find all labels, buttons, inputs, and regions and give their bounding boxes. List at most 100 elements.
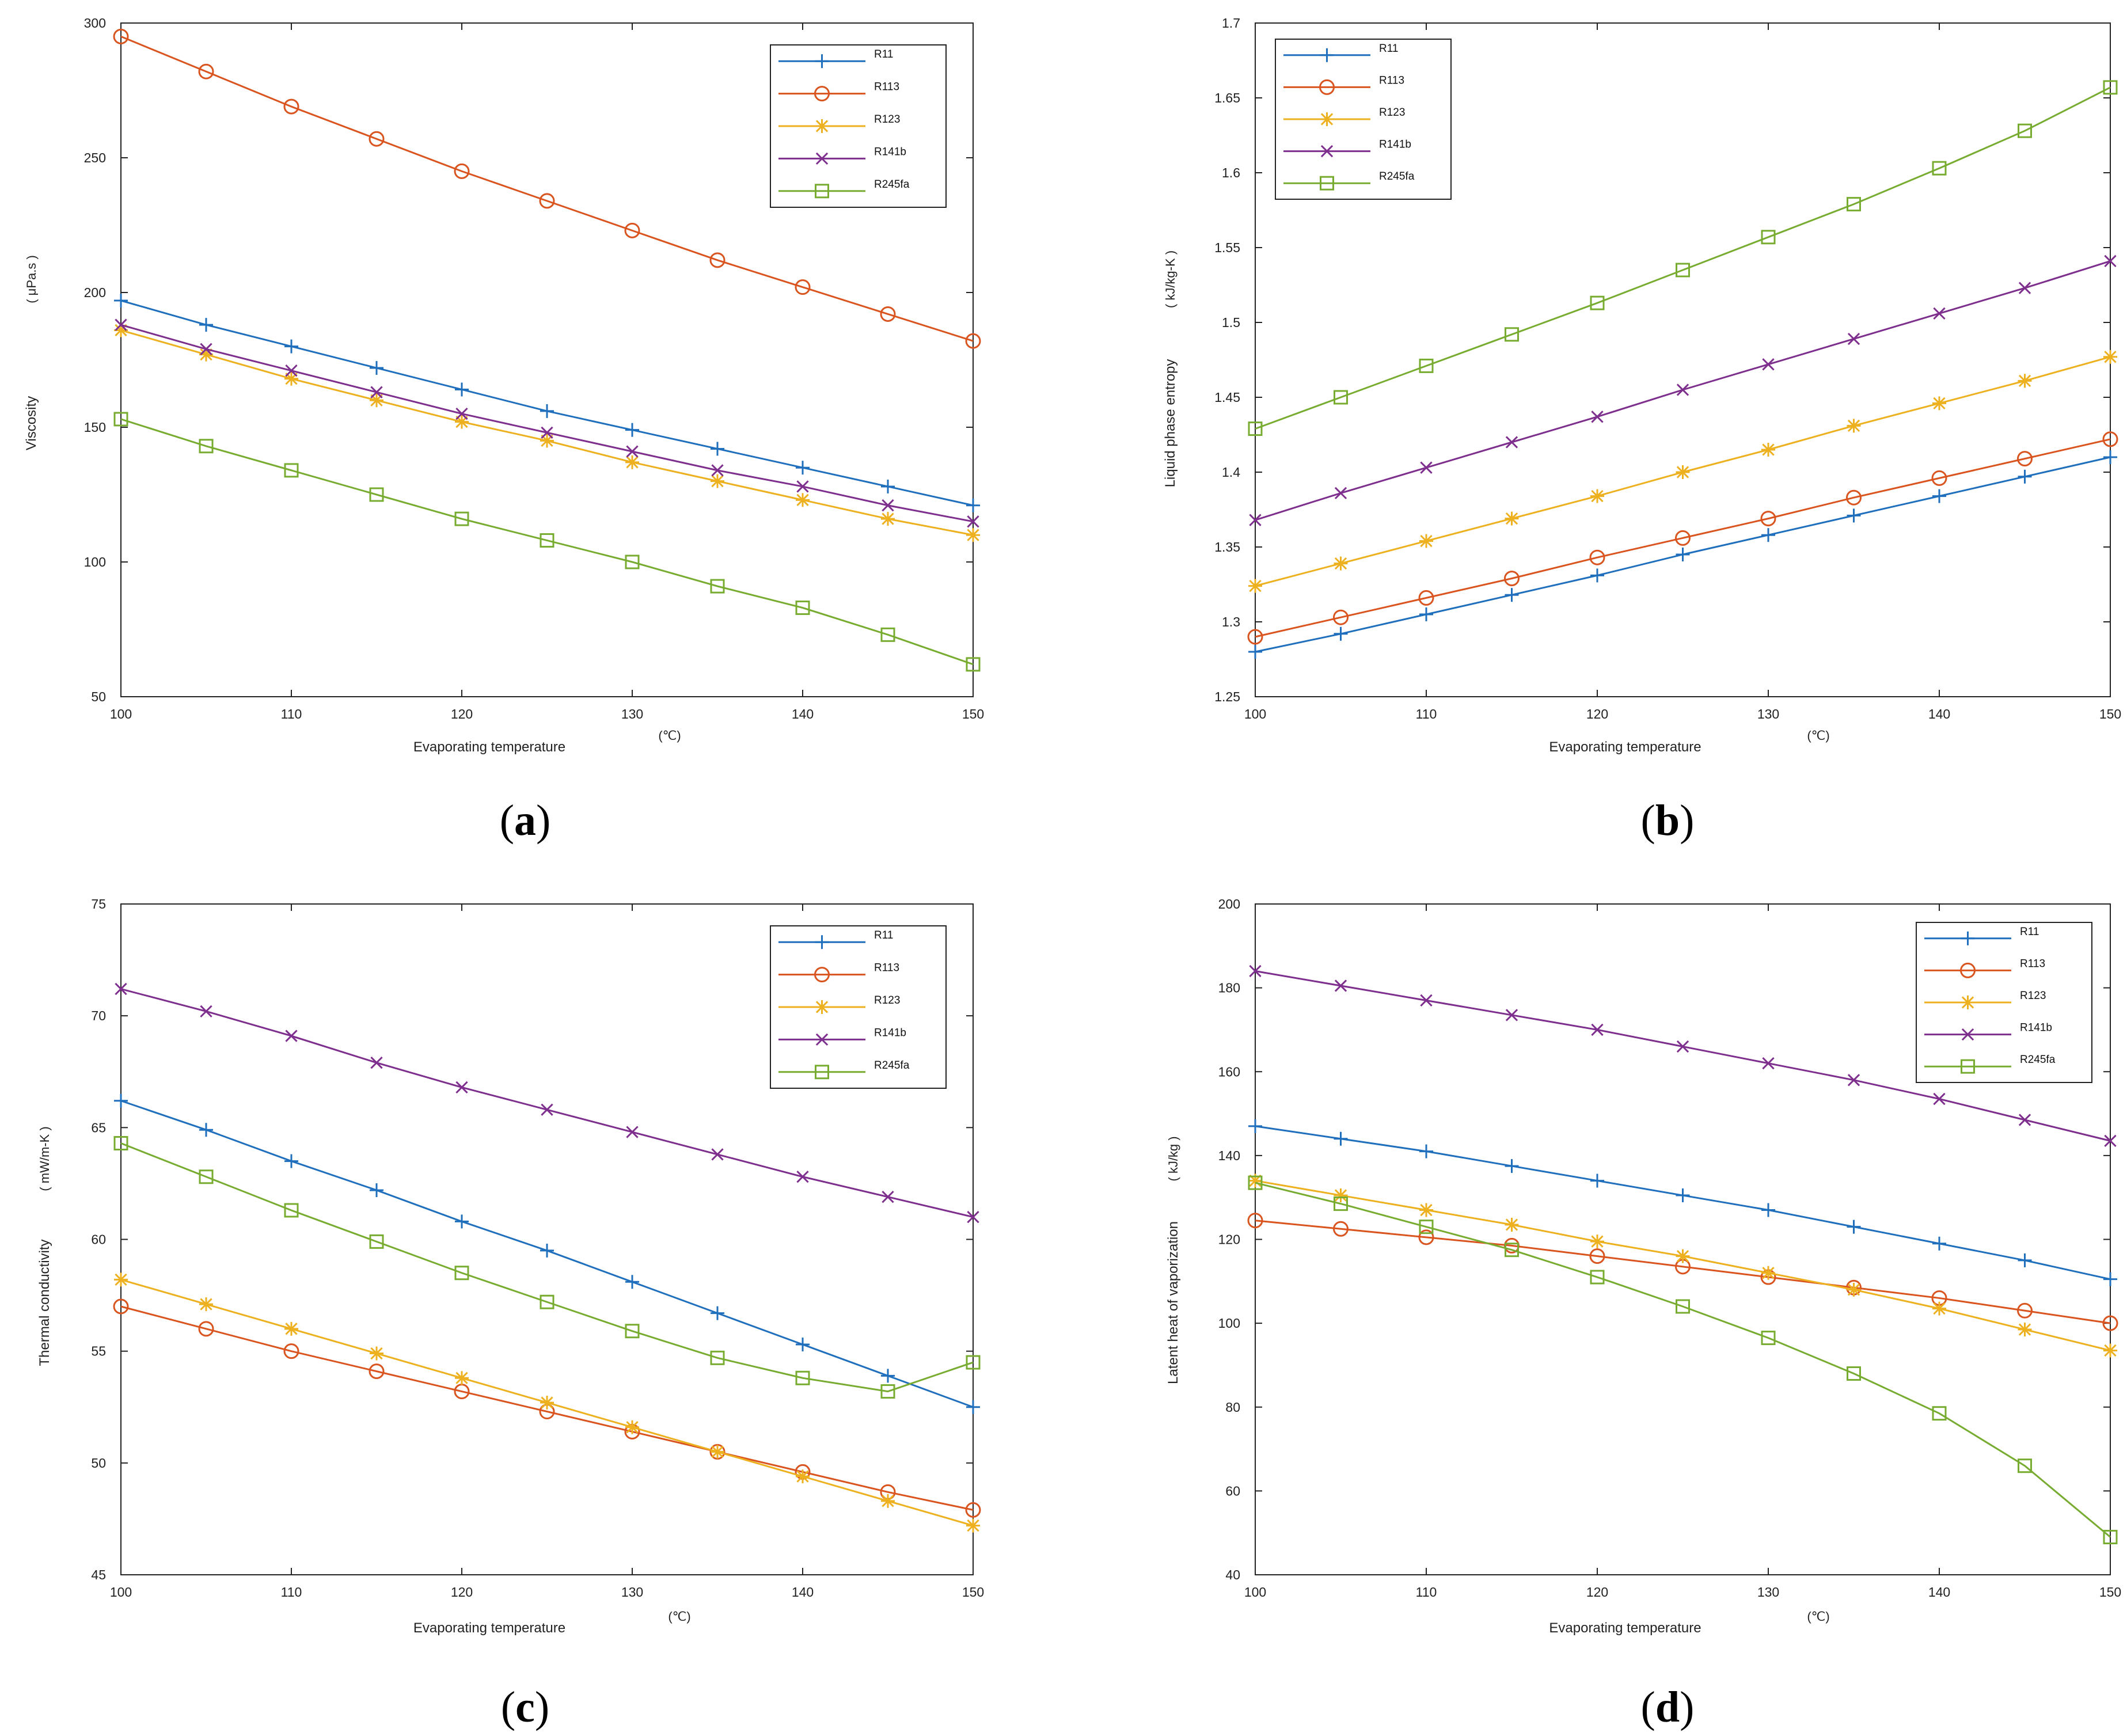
data-point-r245fa: [966, 657, 981, 672]
data-point-r245fa: [454, 511, 469, 526]
data-point-r123: [711, 1445, 724, 1459]
legend-label: R123: [2020, 990, 2046, 1002]
series-r245fa: [113, 412, 981, 672]
y-tick-label: 40: [1225, 1567, 1240, 1582]
data-point-r113: [198, 63, 214, 79]
data-point-r141b: [200, 1005, 212, 1018]
data-point-r141b: [1762, 358, 1775, 371]
y-axis-label: Latent heat of vaporization: [1165, 1221, 1181, 1384]
y-tick-label: 100: [1218, 1316, 1240, 1331]
data-point-r141b: [455, 407, 468, 420]
data-point-r11: [284, 339, 298, 354]
y-tick-label: 65: [91, 1120, 106, 1135]
x-axis-unit: (℃): [1807, 1609, 1829, 1624]
data-point-r245fa: [1419, 358, 1434, 373]
y-tick-label: 60: [1225, 1483, 1240, 1498]
data-point-r11: [2018, 469, 2032, 484]
series-line-r245fa: [1255, 86, 2111, 430]
x-tick-label: 150: [962, 1585, 984, 1600]
data-point-r11: [540, 404, 554, 418]
panel-label-a: (a): [500, 796, 551, 845]
legend-label: R11: [874, 48, 893, 60]
series-r141b: [115, 982, 979, 1224]
legend-label: R11: [2020, 926, 2039, 938]
legend-marker-r141b: [815, 1033, 829, 1046]
data-point-r123: [711, 474, 724, 488]
legend-marker-r113: [814, 86, 830, 102]
legend-label: R245fa: [874, 178, 910, 191]
data-point-r123: [370, 393, 383, 408]
series-r141b: [1249, 964, 2117, 1148]
y-axis-unit: ( kJ/kg-K ): [1163, 250, 1178, 308]
legend-label: R245fa: [1379, 170, 1415, 183]
series-r141b: [115, 318, 979, 528]
data-point-r245fa: [2018, 1458, 2032, 1473]
data-point-r245fa: [1761, 1331, 1776, 1346]
data-point-r245fa: [369, 1234, 384, 1249]
x-tick-label: 140: [792, 1585, 814, 1600]
data-point-r113: [1247, 1213, 1263, 1229]
y-axis-label: Thermal conductivity: [37, 1239, 52, 1366]
y-tick-label: 55: [91, 1344, 106, 1359]
data-point-r245fa: [1932, 161, 1947, 176]
y-tick-label: 1.55: [1214, 240, 1240, 255]
data-point-r141b: [1334, 487, 1347, 500]
x-axis-label: Evaporating temperature: [413, 1620, 565, 1636]
data-point-r113: [1247, 629, 1263, 645]
data-point-r141b: [967, 1211, 979, 1224]
data-point-r123: [881, 1494, 895, 1508]
y-axis-label: Liquid phase entropy: [1163, 359, 1178, 488]
series-r245fa: [1248, 80, 2118, 436]
data-point-r123: [625, 1420, 639, 1434]
data-point-r113: [1675, 530, 1691, 546]
data-point-r123: [625, 455, 639, 469]
data-point-r113: [1333, 1221, 1349, 1237]
data-point-r123: [1334, 556, 1348, 571]
data-point-r113: [2017, 1302, 2033, 1319]
y-tick-label: 160: [1218, 1064, 1240, 1079]
data-point-r11: [114, 294, 128, 308]
data-point-r141b: [285, 1030, 298, 1042]
data-point-r11: [2018, 1253, 2032, 1267]
x-axis-label: Evaporating temperature: [1549, 1620, 1701, 1636]
data-point-r141b: [285, 364, 298, 377]
panel-label-d: (d): [1641, 1683, 1695, 1731]
x-tick-label: 120: [1586, 706, 1608, 721]
data-point-r113: [1418, 1229, 1434, 1245]
data-point-r123: [2103, 350, 2117, 364]
data-point-r123: [540, 434, 554, 448]
data-point-r245fa: [454, 1266, 469, 1281]
data-point-r11: [199, 1123, 213, 1137]
data-point-r113: [1760, 511, 1776, 527]
data-point-r245fa: [2103, 1529, 2118, 1544]
data-point-r245fa: [625, 554, 640, 569]
y-tick-label: 120: [1218, 1232, 1240, 1247]
data-point-r141b: [2018, 282, 2031, 294]
data-point-r123: [966, 1518, 980, 1533]
data-point-r141b: [541, 1103, 553, 1116]
data-point-r123: [2018, 1323, 2032, 1337]
data-point-r123: [455, 1371, 469, 1385]
data-point-r141b: [1847, 332, 1860, 345]
data-point-r123: [284, 1321, 298, 1336]
y-tick-label: 50: [91, 1456, 106, 1471]
data-point-r113: [113, 1298, 129, 1315]
data-point-r113: [454, 163, 470, 179]
data-point-r245fa: [1676, 1299, 1690, 1314]
data-point-r245fa: [1419, 1220, 1434, 1234]
data-point-r113: [283, 98, 299, 115]
data-point-r113: [539, 193, 555, 209]
series-r11: [1248, 450, 2117, 659]
data-point-r113: [2102, 1315, 2118, 1331]
legend-label: R113: [874, 962, 899, 974]
legend-marker-r245fa: [815, 1065, 829, 1080]
data-point-r113: [283, 1343, 299, 1359]
data-point-r11: [1248, 645, 1262, 659]
data-point-r141b: [1420, 461, 1433, 474]
x-tick-label: 140: [1928, 706, 1950, 721]
data-point-r11: [966, 1400, 980, 1414]
legend-marker-r11: [815, 54, 829, 69]
legend-label: R245fa: [874, 1059, 910, 1072]
data-point-r141b: [626, 1126, 639, 1138]
series-line-r113: [120, 36, 974, 342]
